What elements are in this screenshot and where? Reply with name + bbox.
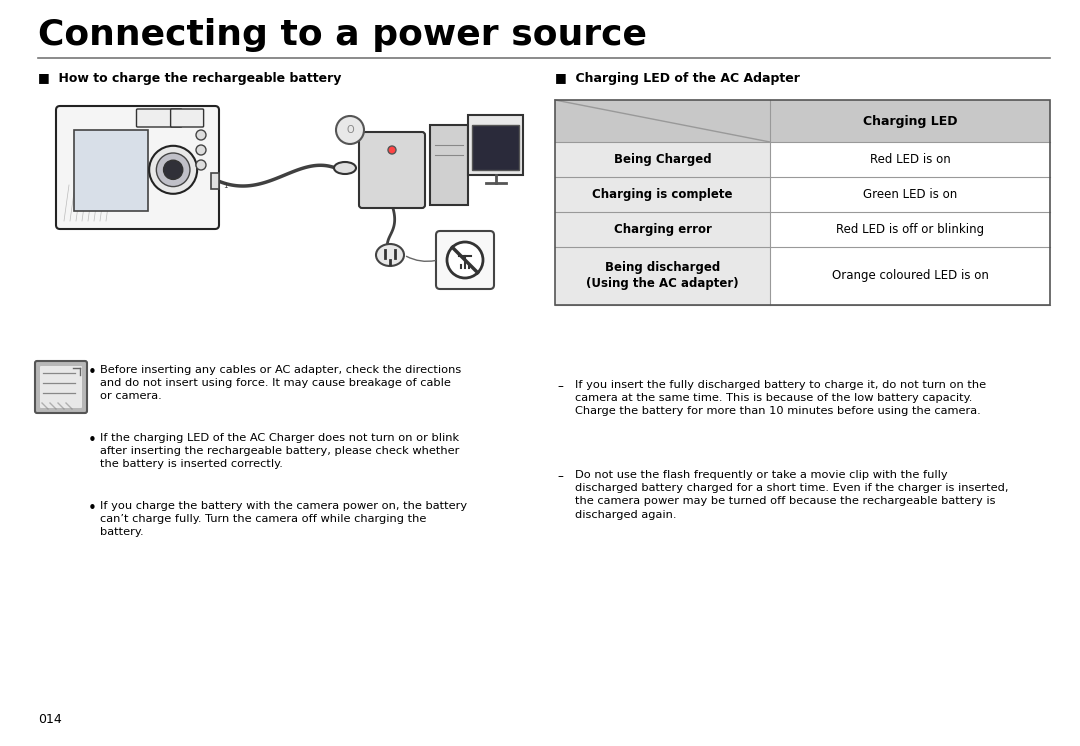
Bar [555, 247, 770, 305]
Text: Green LED is on: Green LED is on [863, 188, 957, 201]
Bar [770, 100, 1050, 142]
FancyBboxPatch shape [35, 361, 87, 413]
Text: If you charge the battery with the camera power on, the battery
can’t charge ful: If you charge the battery with the camer… [100, 501, 468, 537]
Ellipse shape [334, 162, 356, 174]
Bar [770, 212, 1050, 247]
Text: If you insert the fully discharged battery to charge it, do not turn on the
came: If you insert the fully discharged batte… [575, 380, 986, 416]
FancyBboxPatch shape [359, 132, 426, 208]
Text: Charging is complete: Charging is complete [592, 188, 732, 201]
Text: Connecting to a power source: Connecting to a power source [38, 18, 647, 52]
Bar [555, 142, 770, 177]
Circle shape [195, 145, 206, 155]
Bar [555, 177, 770, 212]
Circle shape [195, 130, 206, 140]
Text: O: O [347, 125, 354, 135]
Text: If the charging LED of the AC Charger does not turn on or blink
after inserting : If the charging LED of the AC Charger do… [100, 433, 459, 469]
Bar [770, 177, 1050, 212]
Text: Do not use the flash frequently or take a movie clip with the fully
discharged b: Do not use the flash frequently or take … [575, 470, 1009, 520]
Text: Red LED is off or blinking: Red LED is off or blinking [836, 223, 984, 236]
Text: Charging LED: Charging LED [863, 114, 957, 128]
Circle shape [336, 116, 364, 144]
Bar [555, 212, 770, 247]
Circle shape [388, 146, 396, 154]
Bar [555, 100, 1050, 305]
Text: Charging error: Charging error [613, 223, 712, 236]
Text: –: – [557, 380, 563, 393]
Text: Orange coloured LED is on: Orange coloured LED is on [832, 269, 988, 283]
Bar [770, 142, 1050, 177]
Text: ■  How to charge the rechargeable battery: ■ How to charge the rechargeable battery [38, 72, 341, 85]
Text: •: • [87, 433, 97, 448]
Text: Red LED is on: Red LED is on [869, 153, 950, 166]
FancyBboxPatch shape [436, 231, 494, 289]
Bar [468, 115, 523, 175]
Text: •: • [87, 501, 97, 516]
Ellipse shape [376, 244, 404, 266]
Bar [472, 125, 519, 170]
Text: Before inserting any cables or AC adapter, check the directions
and do not inser: Before inserting any cables or AC adapte… [100, 365, 461, 401]
Text: Being Charged: Being Charged [613, 153, 712, 166]
Text: ■  Charging LED of the AC Adapter: ■ Charging LED of the AC Adapter [555, 72, 800, 85]
Circle shape [157, 153, 190, 186]
Text: 1: 1 [222, 184, 228, 189]
Text: 014: 014 [38, 713, 62, 726]
FancyBboxPatch shape [136, 109, 181, 127]
Text: –: – [557, 470, 563, 483]
Bar [211, 173, 219, 189]
FancyBboxPatch shape [56, 106, 219, 229]
Bar [75, 130, 148, 210]
Circle shape [163, 160, 183, 179]
FancyBboxPatch shape [40, 366, 82, 408]
Circle shape [447, 242, 483, 278]
Text: Being discharged
(Using the AC adapter): Being discharged (Using the AC adapter) [586, 262, 739, 290]
FancyBboxPatch shape [171, 109, 204, 127]
Circle shape [149, 145, 198, 194]
Bar [430, 125, 468, 205]
Text: •: • [87, 365, 97, 380]
Circle shape [195, 160, 206, 170]
Bar [770, 247, 1050, 305]
Bar [555, 100, 770, 142]
